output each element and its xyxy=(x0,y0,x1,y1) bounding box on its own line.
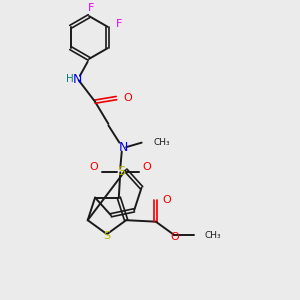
Text: O: O xyxy=(89,162,98,172)
Text: S: S xyxy=(117,165,125,178)
Text: S: S xyxy=(103,231,110,241)
Text: O: O xyxy=(123,93,132,103)
Text: N: N xyxy=(118,141,128,154)
Text: CH₃: CH₃ xyxy=(154,138,170,147)
Text: O: O xyxy=(142,162,152,172)
Text: F: F xyxy=(116,19,122,29)
Text: O: O xyxy=(170,232,178,242)
Text: F: F xyxy=(88,3,95,13)
Text: N: N xyxy=(73,73,82,85)
Text: H: H xyxy=(66,74,74,84)
Text: CH₃: CH₃ xyxy=(205,230,221,239)
Text: O: O xyxy=(162,195,171,205)
